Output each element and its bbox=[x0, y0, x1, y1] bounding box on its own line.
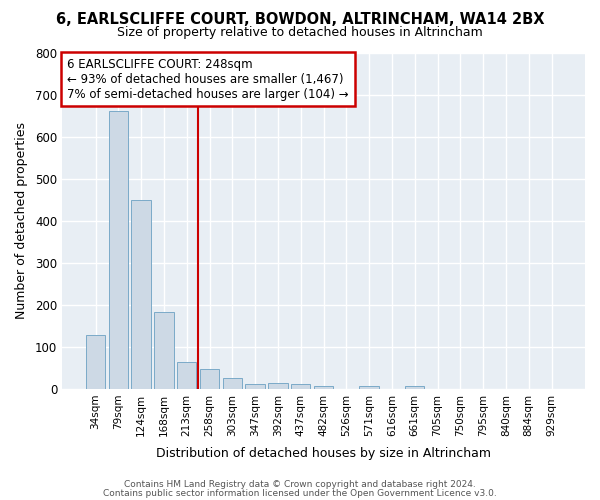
Bar bbox=[131, 200, 151, 389]
Bar bbox=[314, 386, 333, 389]
X-axis label: Distribution of detached houses by size in Altrincham: Distribution of detached houses by size … bbox=[156, 447, 491, 460]
Text: 6, EARLSCLIFFE COURT, BOWDON, ALTRINCHAM, WA14 2BX: 6, EARLSCLIFFE COURT, BOWDON, ALTRINCHAM… bbox=[56, 12, 544, 28]
Bar bbox=[177, 362, 196, 389]
Bar bbox=[359, 386, 379, 389]
Bar bbox=[154, 312, 173, 389]
Text: Size of property relative to detached houses in Altrincham: Size of property relative to detached ho… bbox=[117, 26, 483, 39]
Bar bbox=[245, 384, 265, 389]
Text: Contains public sector information licensed under the Open Government Licence v3: Contains public sector information licen… bbox=[103, 488, 497, 498]
Text: 6 EARLSCLIFFE COURT: 248sqm
← 93% of detached houses are smaller (1,467)
7% of s: 6 EARLSCLIFFE COURT: 248sqm ← 93% of det… bbox=[67, 58, 349, 100]
Bar bbox=[291, 384, 310, 389]
Bar bbox=[200, 368, 219, 389]
Bar bbox=[109, 112, 128, 389]
Bar bbox=[223, 378, 242, 389]
Bar bbox=[86, 335, 105, 389]
Bar bbox=[268, 384, 287, 389]
Y-axis label: Number of detached properties: Number of detached properties bbox=[15, 122, 28, 319]
Text: Contains HM Land Registry data © Crown copyright and database right 2024.: Contains HM Land Registry data © Crown c… bbox=[124, 480, 476, 489]
Bar bbox=[405, 386, 424, 389]
